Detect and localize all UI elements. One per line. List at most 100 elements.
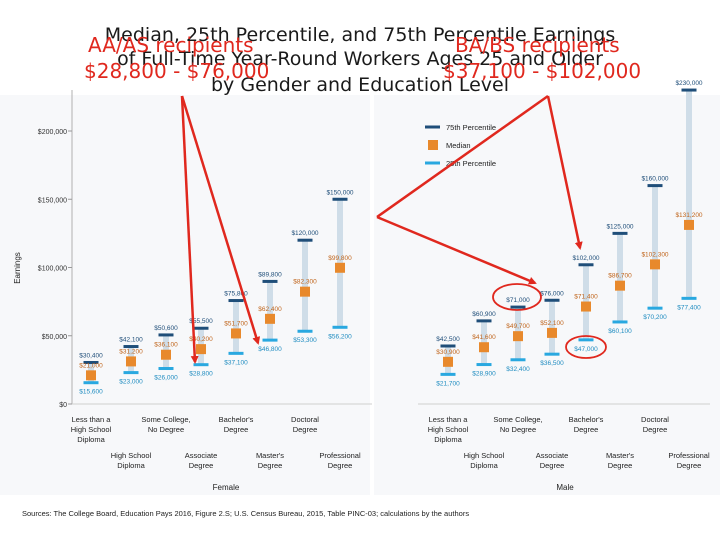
p25-value-label: $53,300 xyxy=(293,337,317,344)
y-tick-label: $100,000 xyxy=(38,266,67,273)
p75-marker xyxy=(332,197,348,201)
x-category-label: Diploma xyxy=(117,461,145,470)
p75-value-label: $71,000 xyxy=(506,297,530,304)
x-category-label: Diploma xyxy=(470,461,498,470)
p25-marker xyxy=(510,358,526,362)
median-marker xyxy=(615,280,625,291)
aa-earnings-range: $28,800 - $76,000 xyxy=(84,59,270,83)
chart-title-line-1: Median, 25th Percentile, and 75th Percen… xyxy=(104,24,616,46)
p25-value-label: $37,100 xyxy=(224,359,248,366)
range-bar xyxy=(267,281,273,341)
p25-value-label: $56,200 xyxy=(328,333,352,340)
ba-recipients-label: BA/BS recipients xyxy=(455,33,620,57)
legend-swatch xyxy=(425,125,440,129)
p75-value-label: $160,000 xyxy=(641,176,668,183)
callout-arrow xyxy=(180,95,261,345)
median-marker xyxy=(547,327,557,338)
median-value-label: $131,200 xyxy=(675,212,702,219)
p25-value-label: $32,400 xyxy=(506,366,530,373)
range-bar xyxy=(686,90,692,299)
y-tick-label: $200,000 xyxy=(38,129,67,136)
callout-circle-47000 xyxy=(565,335,607,359)
y-axis-title: Earnings xyxy=(13,252,22,284)
p75-value-label: $89,800 xyxy=(258,271,282,278)
y-tick-label: $0 xyxy=(59,402,67,409)
y-tick-label: $50,000 xyxy=(42,334,67,341)
median-value-label: $21,000 xyxy=(79,362,103,369)
p25-marker xyxy=(262,338,278,342)
x-category-label: Degree xyxy=(608,461,633,470)
callout-arrow xyxy=(546,95,583,250)
legend-swatch xyxy=(428,140,438,150)
p75-value-label: $42,100 xyxy=(119,337,143,344)
p25-marker xyxy=(193,363,209,367)
median-marker xyxy=(335,262,345,273)
x-category-label: High School xyxy=(428,425,469,434)
p75-marker xyxy=(123,345,139,349)
median-value-label: $102,300 xyxy=(641,251,668,258)
x-category-label: High School xyxy=(111,451,152,460)
x-category-label: Degree xyxy=(677,461,702,470)
p25-marker xyxy=(228,351,244,355)
p25-value-label: $28,800 xyxy=(189,371,213,378)
p25-value-label: $21,700 xyxy=(436,380,460,387)
x-category-label: Degree xyxy=(224,425,249,434)
p25-marker xyxy=(578,338,594,342)
legend-label: 75th Percentile xyxy=(446,123,496,132)
p75-value-label: $102,000 xyxy=(572,255,599,262)
chart-title-line-3: by Gender and Education Level xyxy=(211,74,509,96)
median-marker xyxy=(479,342,489,353)
callout-arrow xyxy=(376,215,537,285)
x-category-label: Degree xyxy=(258,461,283,470)
x-category-label: Doctoral xyxy=(641,415,669,424)
p75-marker xyxy=(193,326,209,330)
p75-marker xyxy=(544,298,560,302)
p75-marker xyxy=(647,184,663,188)
y-tick-label: $150,000 xyxy=(38,197,67,204)
median-value-label: $82,300 xyxy=(293,279,317,286)
x-category-label: Master's xyxy=(606,451,634,460)
median-value-label: $86,700 xyxy=(608,273,632,280)
median-marker xyxy=(86,370,96,381)
median-marker xyxy=(650,259,660,270)
ba-earnings-range: $37,100 - $102,000 xyxy=(443,59,642,83)
legend-label: Median xyxy=(446,141,471,150)
p75-marker xyxy=(510,305,526,309)
p25-marker xyxy=(681,296,697,300)
p25-marker xyxy=(440,372,456,376)
range-bar xyxy=(549,300,555,355)
p75-value-label: $76,000 xyxy=(540,290,564,297)
x-category-label: Some College, xyxy=(493,415,542,424)
p75-marker xyxy=(681,88,697,92)
p75-marker xyxy=(158,333,174,337)
p75-value-label: $30,400 xyxy=(79,353,103,360)
range-bar xyxy=(617,233,623,322)
range-bar xyxy=(652,185,658,309)
p75-value-label: $50,600 xyxy=(154,325,178,332)
median-value-label: $62,400 xyxy=(258,306,282,313)
p75-marker xyxy=(83,361,99,365)
p75-value-label: $42,500 xyxy=(436,336,460,343)
p25-value-label: $47,000 xyxy=(574,346,598,353)
x-category-label: High School xyxy=(71,425,112,434)
p75-marker xyxy=(578,263,594,267)
p75-marker xyxy=(476,319,492,323)
median-marker xyxy=(161,349,171,360)
median-value-label: $36,100 xyxy=(154,342,178,349)
p25-value-label: $15,600 xyxy=(79,389,103,396)
sources-footnote: Sources: The College Board, Education Pa… xyxy=(22,509,470,518)
x-category-label: Diploma xyxy=(434,435,462,444)
x-category-label: Associate xyxy=(185,451,218,460)
x-category-label: Degree xyxy=(643,425,668,434)
median-marker xyxy=(513,331,523,342)
range-bar xyxy=(302,240,308,332)
p25-value-label: $60,100 xyxy=(608,328,632,335)
p25-value-label: $28,900 xyxy=(472,371,496,378)
x-category-label: Professional xyxy=(668,451,710,460)
p25-value-label: $23,000 xyxy=(119,379,143,386)
median-marker xyxy=(231,328,241,339)
x-category-label: Degree xyxy=(328,461,353,470)
p25-marker xyxy=(476,363,492,367)
x-category-label: Professional xyxy=(319,451,361,460)
p25-marker xyxy=(612,320,628,324)
